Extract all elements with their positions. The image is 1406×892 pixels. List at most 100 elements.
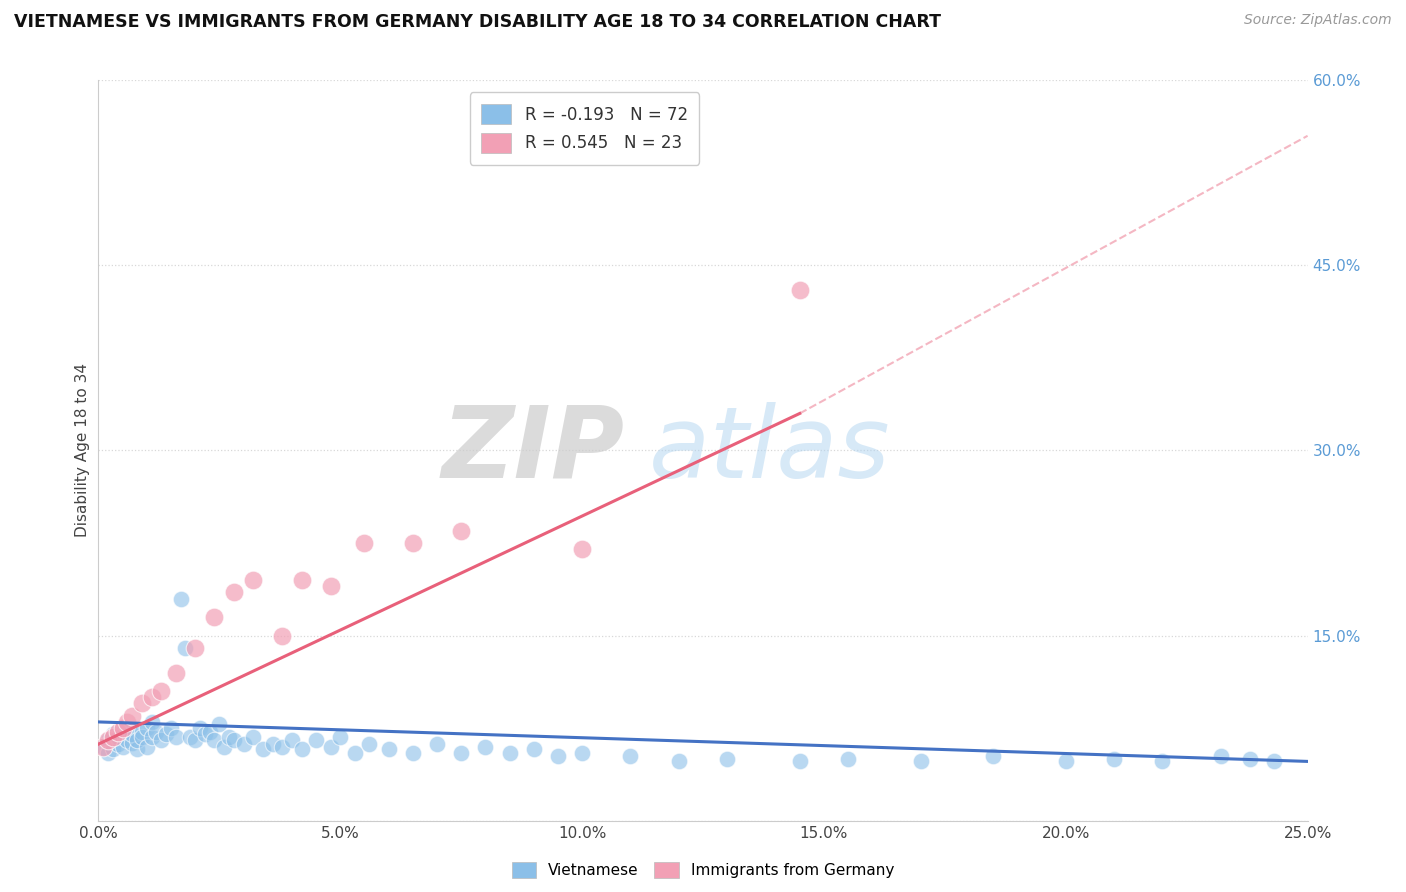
Point: [271, 628, 294, 642]
Point: [198, 724, 221, 739]
Point: [131, 697, 153, 711]
Point: [981, 749, 1004, 764]
Point: [1054, 755, 1077, 769]
Point: [377, 742, 399, 756]
Point: [450, 746, 472, 760]
Point: [184, 640, 207, 655]
Text: ZIP: ZIP: [441, 402, 624, 499]
Point: [117, 733, 139, 747]
Point: [329, 730, 352, 744]
Point: [165, 665, 187, 680]
Text: atlas: atlas: [648, 402, 890, 499]
Point: [222, 733, 245, 747]
Point: [111, 721, 134, 735]
Point: [837, 752, 859, 766]
Point: [101, 742, 124, 756]
Point: [131, 724, 153, 739]
Point: [204, 610, 226, 624]
Point: [242, 573, 264, 587]
Point: [188, 721, 211, 735]
Y-axis label: Disability Age 18 to 34: Disability Age 18 to 34: [75, 363, 90, 538]
Point: [121, 727, 143, 741]
Point: [91, 739, 114, 754]
Point: [174, 640, 197, 655]
Point: [402, 536, 425, 550]
Point: [290, 573, 312, 587]
Point: [111, 739, 134, 754]
Point: [155, 727, 177, 741]
Point: [111, 724, 134, 739]
Point: [117, 714, 139, 729]
Point: [498, 746, 520, 760]
Point: [121, 736, 143, 750]
Point: [290, 742, 312, 756]
Point: [107, 737, 129, 751]
Point: [242, 730, 264, 744]
Point: [789, 283, 811, 297]
Point: [1239, 752, 1261, 766]
Point: [121, 708, 143, 723]
Point: [169, 591, 191, 606]
Point: [353, 536, 375, 550]
Point: [179, 730, 201, 744]
Point: [305, 733, 328, 747]
Point: [127, 733, 149, 747]
Point: [101, 727, 124, 741]
Point: [271, 739, 294, 754]
Point: [402, 746, 425, 760]
Point: [141, 714, 163, 729]
Text: VIETNAMESE VS IMMIGRANTS FROM GERMANY DISABILITY AGE 18 TO 34 CORRELATION CHART: VIETNAMESE VS IMMIGRANTS FROM GERMANY DI…: [14, 13, 941, 31]
Point: [184, 733, 207, 747]
Point: [1152, 755, 1174, 769]
Point: [208, 717, 231, 731]
Legend: Vietnamese, Immigrants from Germany: Vietnamese, Immigrants from Germany: [506, 856, 900, 884]
Point: [547, 749, 569, 764]
Text: Source: ZipAtlas.com: Source: ZipAtlas.com: [1244, 13, 1392, 28]
Point: [1263, 755, 1285, 769]
Point: [1102, 752, 1125, 766]
Legend: R = -0.193   N = 72, R = 0.545   N = 23: R = -0.193 N = 72, R = 0.545 N = 23: [470, 92, 699, 165]
Point: [165, 730, 187, 744]
Point: [97, 746, 120, 760]
Point: [101, 730, 124, 744]
Point: [218, 730, 240, 744]
Point: [281, 733, 304, 747]
Point: [716, 752, 738, 766]
Point: [222, 585, 245, 599]
Point: [131, 730, 153, 744]
Point: [117, 721, 139, 735]
Point: [262, 737, 284, 751]
Point: [107, 724, 129, 739]
Point: [319, 739, 342, 754]
Point: [523, 742, 546, 756]
Point: [135, 721, 157, 735]
Point: [474, 739, 496, 754]
Point: [135, 739, 157, 754]
Point: [97, 733, 120, 747]
Point: [252, 742, 274, 756]
Point: [359, 737, 381, 751]
Point: [141, 730, 163, 744]
Point: [319, 579, 342, 593]
Point: [141, 690, 163, 705]
Point: [145, 724, 167, 739]
Point: [571, 746, 593, 760]
Point: [789, 755, 811, 769]
Point: [91, 739, 114, 754]
Point: [212, 739, 235, 754]
Point: [571, 542, 593, 557]
Point: [232, 737, 254, 751]
Point: [194, 727, 217, 741]
Point: [160, 721, 183, 735]
Point: [127, 742, 149, 756]
Point: [204, 733, 226, 747]
Point: [107, 730, 129, 744]
Point: [343, 746, 366, 760]
Point: [1209, 749, 1232, 764]
Point: [426, 737, 449, 751]
Point: [97, 733, 120, 747]
Point: [150, 684, 173, 698]
Point: [668, 755, 690, 769]
Point: [910, 755, 932, 769]
Point: [450, 524, 472, 538]
